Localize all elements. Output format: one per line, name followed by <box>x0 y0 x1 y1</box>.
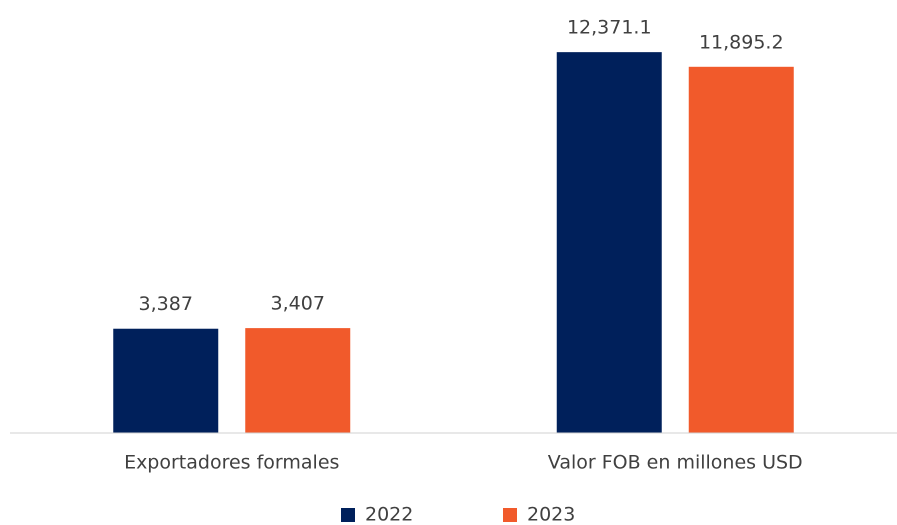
bar <box>556 52 662 433</box>
legend-swatch <box>503 508 517 522</box>
data-label: 12,371.1 <box>567 17 652 39</box>
legend-label: 2022 <box>365 504 413 525</box>
x-tick-label: Exportadores formales <box>124 452 339 474</box>
x-tick-label: Valor FOB en millones USD <box>548 452 803 474</box>
bar <box>245 328 351 433</box>
bar <box>113 328 219 433</box>
legend-swatch <box>341 508 355 522</box>
legend-label: 2023 <box>527 504 575 525</box>
data-label: 11,895.2 <box>699 31 784 53</box>
bar <box>688 66 794 434</box>
data-label: 3,387 <box>139 293 193 315</box>
data-label: 3,407 <box>271 293 325 315</box>
